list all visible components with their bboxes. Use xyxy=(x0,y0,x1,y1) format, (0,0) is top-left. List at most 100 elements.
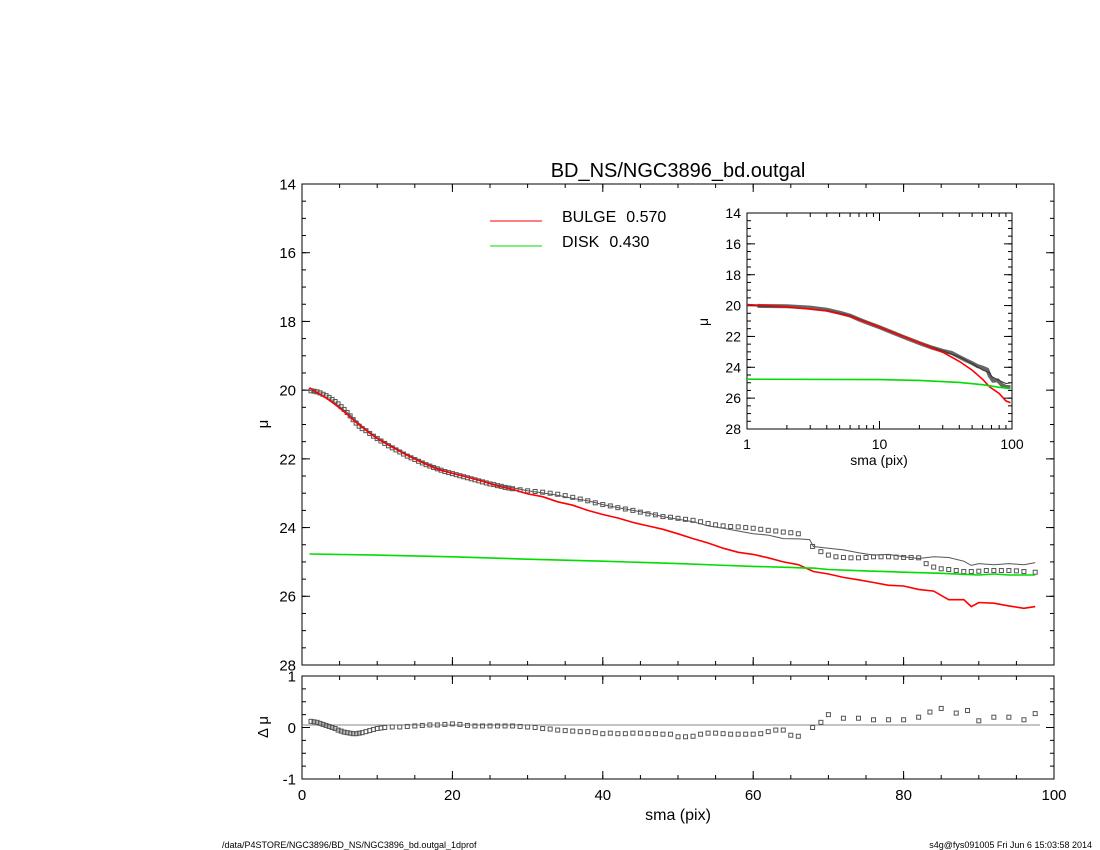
data-point-square xyxy=(720,523,726,529)
data-point-square xyxy=(705,730,711,736)
data-point-square xyxy=(818,719,824,725)
data-point-square xyxy=(562,493,568,499)
data-point-square xyxy=(555,491,561,497)
data-point-square xyxy=(953,568,959,574)
inset-panel: 14 16 18 20 22 24 26 281 10 100 μ sma (pix) xyxy=(695,205,1024,468)
data-point-square xyxy=(311,719,317,725)
data-point-square xyxy=(356,730,362,736)
x-tick-label: 80 xyxy=(895,787,912,804)
x-tick-label: 40 xyxy=(594,787,611,804)
data-point-square xyxy=(457,721,463,727)
data-point-square xyxy=(320,721,326,727)
data-point-square xyxy=(886,717,892,723)
data-point-square xyxy=(953,710,959,716)
main-y-axis-label: μ xyxy=(255,420,272,429)
inset-y-axis-label: μ xyxy=(695,318,711,326)
y-tick-label: 1 xyxy=(288,668,296,685)
data-point-square xyxy=(878,554,884,560)
data-point-square xyxy=(965,708,971,714)
y-tick-label: 22 xyxy=(279,451,296,468)
data-point-square xyxy=(773,528,779,534)
residual-series xyxy=(308,705,1038,740)
y-tick-label: 16 xyxy=(725,236,741,252)
data-point-square xyxy=(555,727,561,733)
data-point-square xyxy=(389,724,395,730)
data-point-square xyxy=(317,720,323,726)
data-point-square xyxy=(1006,714,1012,720)
legend-disk-label: DISK 0.430 xyxy=(562,234,649,251)
data-point-square xyxy=(637,730,643,736)
data-point-square xyxy=(810,725,816,730)
data-point-square xyxy=(901,554,907,560)
data-point-square xyxy=(630,730,636,736)
data-point-square xyxy=(773,727,779,733)
data-point-square xyxy=(308,718,314,724)
data-point-square xyxy=(1021,717,1027,723)
x-tick-label: 60 xyxy=(745,787,762,804)
data-point-square xyxy=(946,566,952,572)
x-axis-label: sma (pix) xyxy=(645,807,711,824)
data-point-square xyxy=(397,724,403,730)
data-point-square xyxy=(540,726,546,732)
data-point-square xyxy=(871,717,877,723)
main-axis-ticks: 14 16 18 20 22 24 26 28 xyxy=(279,176,1055,674)
y-tick-label: 14 xyxy=(725,205,741,221)
data-point-square xyxy=(314,719,320,725)
y-tick-label: 26 xyxy=(279,589,296,606)
main-series xyxy=(308,387,1038,610)
data-point-square xyxy=(728,524,734,530)
data-point-square xyxy=(765,729,771,735)
data-point-square xyxy=(547,490,553,496)
data-point-square xyxy=(795,733,801,739)
data-point-square xyxy=(750,731,756,737)
data-point-square xyxy=(735,731,741,737)
data-point-square xyxy=(479,723,485,729)
disk-line xyxy=(746,378,1011,390)
data-point-square xyxy=(329,725,335,730)
data-point-square xyxy=(326,723,332,729)
data-point-square xyxy=(645,731,651,737)
x-tick-label: 0 xyxy=(298,787,306,804)
x-tick-label: 1 xyxy=(743,436,751,452)
data-point-square xyxy=(335,727,341,733)
data-point-square xyxy=(758,731,764,737)
data-point-square xyxy=(434,722,440,728)
data-point-square xyxy=(916,714,922,720)
data-point-square xyxy=(353,731,359,737)
data-point-square xyxy=(825,712,831,718)
data-point-square xyxy=(916,555,922,561)
data-point-square xyxy=(938,566,944,572)
data-point-square xyxy=(690,733,696,739)
data-point-square xyxy=(547,726,553,732)
data-point-square xyxy=(404,723,410,729)
data-point-square xyxy=(683,516,689,522)
footer-path: /data/P4STORE/NGC3896/BD_NS/NGC3896_bd.o… xyxy=(222,840,477,850)
data-point-square xyxy=(495,723,501,729)
data-point-square xyxy=(788,530,794,536)
data-point-square xyxy=(901,717,907,723)
data-point-square xyxy=(341,729,347,735)
y-tick-label: 18 xyxy=(725,267,741,283)
inset-plot-frame xyxy=(746,212,1013,430)
y-tick-label: 24 xyxy=(279,520,296,537)
x-tick-label: 10 xyxy=(872,436,888,452)
model-total-line xyxy=(309,389,1036,566)
data-point-square xyxy=(795,531,801,537)
data-point-square xyxy=(735,524,741,530)
data-point-square xyxy=(1032,569,1038,575)
y-tick-label: 26 xyxy=(725,390,741,406)
data-point-square xyxy=(720,731,726,737)
data-point-square xyxy=(427,722,433,728)
data-point-square xyxy=(449,721,455,727)
y-tick-label: 16 xyxy=(279,245,296,262)
main-panel: 14 16 18 20 22 24 26 28 μ BULGE 0.570 DISK 0.430 xyxy=(255,176,1055,674)
data-point-square xyxy=(652,731,658,737)
data-point-square xyxy=(848,555,854,561)
y-tick-label: 22 xyxy=(725,328,741,344)
data-point-square xyxy=(976,568,982,574)
data-point-square xyxy=(615,731,621,737)
data-point-square xyxy=(577,729,583,735)
data-point-square xyxy=(525,724,531,730)
inset-x-axis-label: sma (pix) xyxy=(850,452,908,468)
data-point-square xyxy=(667,731,673,737)
